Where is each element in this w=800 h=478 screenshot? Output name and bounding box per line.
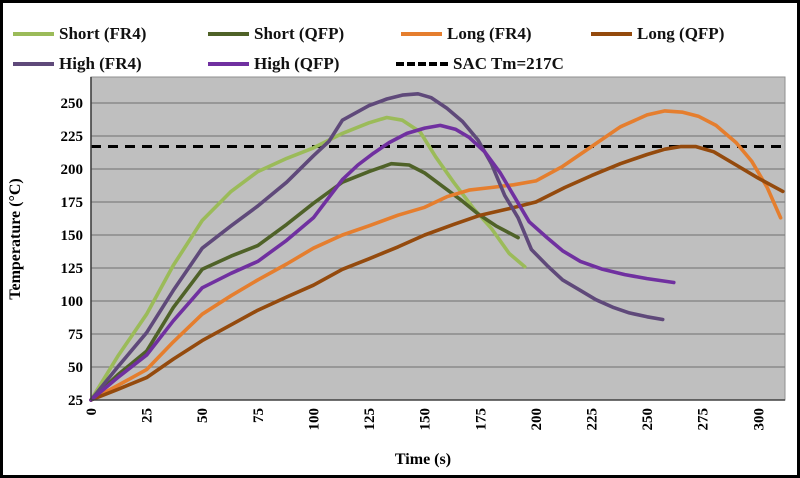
x-tick-label-25: 25 (140, 408, 156, 423)
y-tick-label-125: 125 (61, 261, 84, 277)
legend-item-long-fr4: Long (FR4) (401, 24, 532, 44)
x-tick-label-125: 125 (362, 408, 378, 431)
legend-swatch-high-qfp (208, 62, 249, 66)
series-line-long-qfp (89, 144, 785, 402)
x-tick-label-0: 0 (84, 408, 100, 416)
y-tick-label-225: 225 (61, 129, 84, 145)
legend-label-long-qfp: Long (QFP) (637, 24, 725, 43)
y-tick-label-100: 100 (61, 294, 84, 310)
y-tick-label-75: 75 (68, 327, 83, 343)
legend-label-long-fr4: Long (FR4) (447, 24, 532, 43)
legend-item-short-qfp: Short (QFP) (208, 24, 344, 44)
series-line-long-fr4 (89, 109, 783, 402)
x-tick-label-150: 150 (418, 408, 434, 431)
x-tick-label-225: 225 (585, 408, 601, 431)
y-tick-label-200: 200 (61, 162, 84, 178)
plot-background (90, 76, 786, 401)
legend-item-high-qfp: High (QFP) (208, 54, 339, 74)
series-line-high-qfp (89, 123, 676, 402)
legend-item-long-qfp: Long (QFP) (591, 24, 724, 44)
x-tick-label-200: 200 (529, 408, 545, 431)
legend-swatch-short-fr4 (13, 32, 54, 36)
legend-swatch-sac-tm-dashed-line (396, 62, 448, 66)
legend-label-sac-tm: SAC Tm=217C (453, 54, 564, 73)
x-tick-label-75: 75 (251, 408, 267, 423)
x-tick-label-100: 100 (306, 408, 322, 431)
legend-swatch-high-fr4 (13, 62, 54, 66)
y-tick-label-250: 250 (61, 96, 84, 112)
legend-item-high-fr4: High (FR4) (13, 54, 142, 74)
y-axis-title: Temperature (°C) (7, 178, 24, 299)
legend-swatch-short-qfp (208, 32, 249, 36)
y-tick-label-50: 50 (68, 360, 83, 376)
legend-swatch-long-qfp (591, 32, 632, 36)
y-tick-label-25: 25 (68, 393, 83, 409)
x-tick-label-50: 50 (195, 408, 211, 423)
x-tick-label-275: 275 (696, 408, 712, 431)
x-tick-label-300: 300 (751, 408, 767, 431)
legend-label-high-fr4: High (FR4) (59, 54, 142, 73)
legend-label-short-qfp: Short (QFP) (254, 24, 345, 43)
y-tick-label-175: 175 (61, 195, 84, 211)
x-tick-label-175: 175 (473, 408, 489, 431)
legend-label-high-qfp: High (QFP) (254, 54, 340, 73)
legend-swatch-long-fr4 (401, 32, 442, 36)
legend-item-sac-tm: SAC Tm=217C (396, 54, 564, 74)
legend-label-short-fr4: Short (FR4) (59, 24, 147, 43)
legend-item-short-fr4: Short (FR4) (13, 24, 146, 44)
x-tick-label-250: 250 (640, 408, 656, 431)
series-line-short-fr4 (89, 115, 527, 402)
y-tick-label-150: 150 (61, 228, 84, 244)
series-line-high-fr4 (89, 92, 665, 402)
x-axis-title: Time (s) (395, 451, 451, 468)
